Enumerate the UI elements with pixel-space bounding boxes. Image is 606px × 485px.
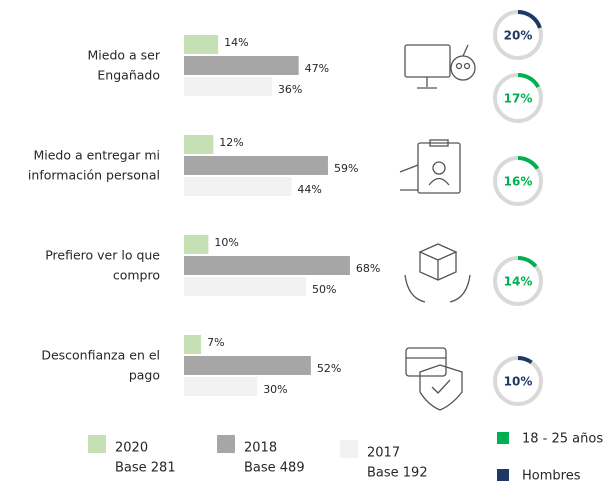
value-label: 12%: [219, 136, 243, 149]
legend-swatch: [340, 440, 358, 458]
category-label: compro: [113, 268, 160, 283]
bar: [184, 377, 258, 396]
category-label: Desconfianza en el: [41, 348, 160, 363]
bar: [184, 356, 311, 375]
bar: [184, 156, 328, 175]
gauge-arc: [517, 156, 540, 170]
gauge-arc: [517, 73, 540, 88]
gauge-label: 17%: [504, 92, 533, 106]
legend-base: Base 192: [367, 466, 428, 481]
bar: [184, 256, 350, 275]
bar: [184, 235, 209, 254]
bar: [184, 35, 219, 54]
category-label: Miedo a ser: [88, 48, 161, 63]
value-label: 59%: [334, 162, 358, 175]
gauge-arc: [517, 10, 542, 29]
gauge-label: 10%: [504, 375, 533, 389]
bar: [184, 77, 272, 96]
bar: [184, 277, 306, 296]
value-label: 68%: [356, 262, 380, 275]
icon-box: [404, 243, 471, 303]
value-label: 30%: [263, 383, 287, 396]
legend-swatch: [217, 435, 235, 453]
legend-base: Base 489: [244, 461, 305, 476]
legend-label: 2020: [115, 441, 148, 456]
value-label: 52%: [317, 362, 341, 375]
icon-scam: [404, 44, 476, 89]
value-label: 7%: [207, 336, 224, 349]
legend-swatch: [497, 432, 509, 444]
category-label: Prefiero ver lo que: [45, 248, 160, 263]
value-label: 47%: [305, 62, 329, 75]
value-label: 50%: [312, 283, 336, 296]
category-label: Engañado: [97, 68, 160, 83]
value-label: 44%: [297, 183, 321, 196]
value-label: 10%: [214, 236, 238, 249]
gauge-arc: [517, 356, 533, 365]
category-label: Miedo a entregar mi: [33, 148, 160, 163]
legend-base: Base 281: [115, 461, 176, 476]
category-label: pago: [129, 368, 160, 383]
icon-payment: [405, 347, 463, 411]
gauge-label: 20%: [504, 29, 533, 43]
value-label: 36%: [278, 83, 302, 96]
value-label: 14%: [224, 36, 248, 49]
gauge-label: 14%: [504, 275, 533, 289]
bar: [184, 56, 299, 75]
bar: [184, 135, 214, 154]
category-label: información personal: [28, 168, 160, 183]
legend-label: 2018: [244, 441, 277, 456]
bar: [184, 335, 202, 354]
icon-document: [399, 139, 461, 194]
legend-swatch: [497, 469, 509, 481]
legend-label: Hombres: [522, 469, 581, 484]
gauge-arc: [517, 256, 538, 268]
gauge-label: 16%: [504, 175, 533, 189]
legend-swatch: [88, 435, 106, 453]
bar: [184, 177, 292, 196]
legend-label: 2017: [367, 446, 400, 461]
legend-label: 18 - 25 años: [522, 432, 603, 447]
